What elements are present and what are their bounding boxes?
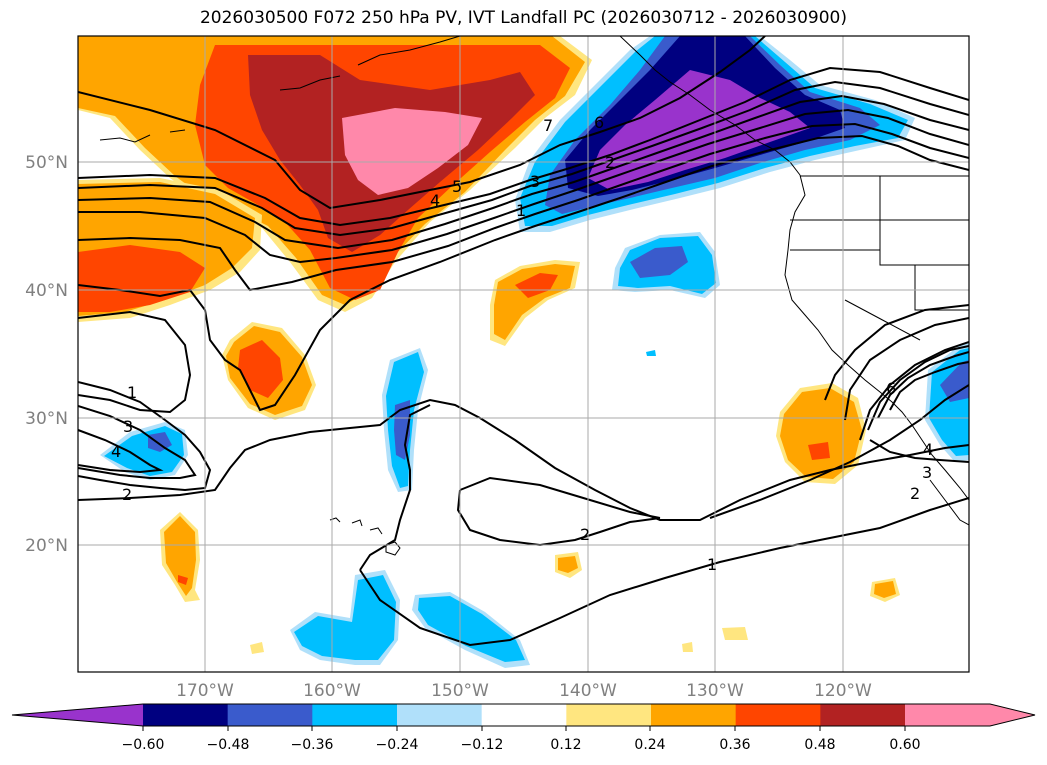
longitude-labels: 170°W 160°W 150°W 140°W 130°W 120°W <box>176 681 872 701</box>
lat-label-30n: 30°N <box>25 409 68 429</box>
negative-anomaly-strip <box>382 348 428 492</box>
contour-label-2: 2 <box>605 153 615 172</box>
lon-label-160w: 160°W <box>303 681 361 701</box>
contour-label-3-socal: 3 <box>922 463 932 482</box>
lon-label-150w: 150°W <box>431 681 489 701</box>
colorbar: −0.60 −0.48 −0.36 −0.24 −0.12 0.12 0.24 0.36 0.4… <box>11 703 1036 753</box>
contour-label-2-south: 2 <box>580 525 590 544</box>
colorbar-tick-label: −0.24 <box>376 737 419 753</box>
colorbar-segment <box>227 704 313 726</box>
lon-label-140w: 140°W <box>559 681 617 701</box>
colorbar-extend-min <box>12 704 143 726</box>
contour-label-1: 1 <box>516 201 526 220</box>
map-frame <box>77 35 970 673</box>
lat-label-20n: 20°N <box>25 536 68 556</box>
positive-anomaly-central <box>490 260 580 346</box>
colorbar-tick-label: 0.24 <box>634 737 665 753</box>
colorbar-tick-label: −0.48 <box>207 737 250 753</box>
colorbar-tick-label: 0.60 <box>889 737 920 753</box>
contour-label-4-socal: 4 <box>923 440 933 459</box>
lat-label-50n: 50°N <box>25 153 68 173</box>
contour-label-3: 3 <box>530 172 540 191</box>
contour-label-4: 4 <box>430 191 440 210</box>
contour-label-1-west: 1 <box>127 383 137 402</box>
contour-label-1-south: 1 <box>707 555 717 574</box>
colorbar-tick-label: −0.36 <box>291 737 334 753</box>
colorbar-segment <box>312 704 398 726</box>
negative-anomaly-west <box>100 422 188 480</box>
colorbar-segment <box>735 704 821 726</box>
colorbar-segment <box>397 704 483 726</box>
lon-label-130w: 130°W <box>686 681 744 701</box>
lon-label-120w: 120°W <box>814 681 872 701</box>
colorbar-tick-label: −0.12 <box>461 737 504 753</box>
colorbar-segment <box>566 704 652 726</box>
contour-label-6-socal: 6 <box>886 379 896 398</box>
positive-anomaly-west-central <box>222 322 316 420</box>
negative-anomaly-south <box>290 570 530 668</box>
contour-label-2-socal: 2 <box>910 484 920 503</box>
contour-label-2-west: 2 <box>122 485 132 504</box>
contour-label-7: 7 <box>543 116 553 135</box>
colorbar-segment <box>481 704 567 726</box>
contour-labels: 7 6 5 4 3 2 1 1 3 4 2 2 1 6 4 3 2 <box>111 113 933 574</box>
gridlines <box>78 36 969 672</box>
small-anomaly-spots <box>250 350 900 654</box>
contour-label-4-west: 4 <box>111 442 121 461</box>
lon-label-170w: 170°W <box>176 681 234 701</box>
colorbar-tick-label: 0.36 <box>719 737 750 753</box>
contour-label-6: 6 <box>594 113 604 132</box>
colorbar-extend-max <box>990 704 1035 726</box>
negative-anomaly-central <box>612 232 720 298</box>
colorbar-tick-label: 0.12 <box>550 737 581 753</box>
colorbar-segment <box>820 704 906 726</box>
colorbar-segment <box>651 704 737 726</box>
colorbar-tick-label: 0.48 <box>804 737 835 753</box>
positive-anomaly-southwest <box>160 512 200 602</box>
colorbar-tick-label: −0.60 <box>122 737 165 753</box>
contour-label-5: 5 <box>452 177 462 196</box>
lat-label-40n: 40°N <box>25 281 68 301</box>
coastlines <box>99 36 969 556</box>
colorbar-segment <box>143 704 229 726</box>
colorbar-segment <box>905 704 990 726</box>
map-title: 2026030500 F072 250 hPa PV, IVT Landfall… <box>199 8 847 28</box>
contour-label-3-west: 3 <box>123 417 133 436</box>
latitude-labels: 50°N 40°N 30°N 20°N <box>25 153 68 556</box>
